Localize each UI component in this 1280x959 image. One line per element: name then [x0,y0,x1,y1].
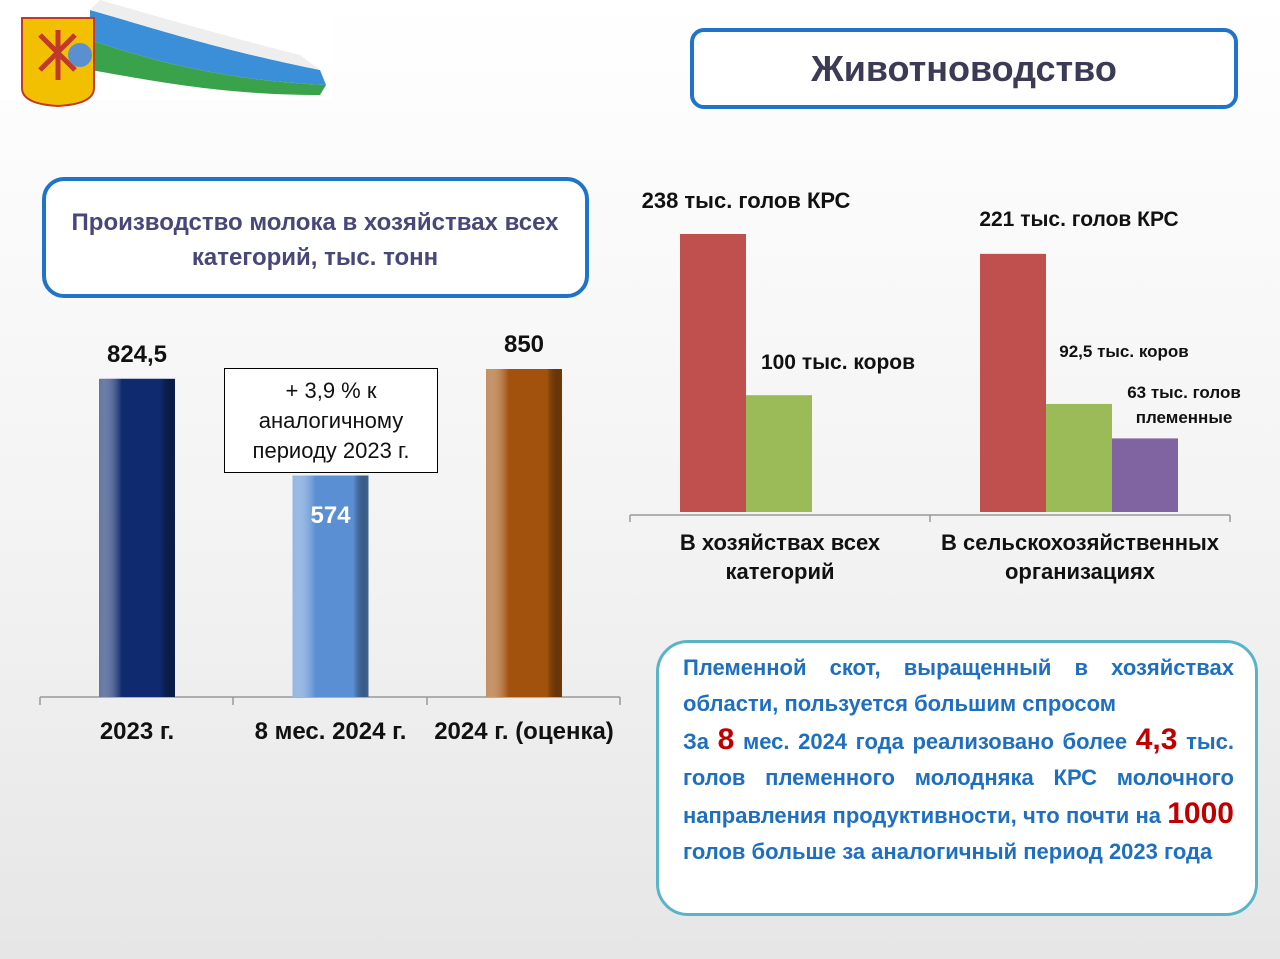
bar [680,234,746,512]
info-text-part: голов больше за аналогичный период 2023 … [683,839,1213,864]
value-label: 850 [503,331,545,358]
annotation: + 3,9 % к аналогичному периоду 2023 г. [252,378,410,463]
x-tick-label: В хозяйствах всех категорий [679,530,881,584]
value-label: 824,5 [106,340,168,368]
info-paragraph: Племенной скот, выращенный в хозяйствах … [683,655,1234,716]
chart-title-box [42,177,589,298]
title-box [690,28,1238,109]
bar-shade [99,378,175,697]
info-box [656,640,1258,916]
annotation-box [224,368,438,473]
chart-title: Производство молока в хозяйствах всех ка… [71,209,559,271]
highlight-number: 1000 [1167,797,1234,830]
highlight-number: 4,3 [1135,723,1178,756]
info-text-part: За [683,729,710,754]
bar-shade [292,475,369,697]
slide-title: Животноводство [811,48,1117,89]
bar [746,395,812,512]
highlight-number: 8 [717,723,735,756]
bar [1046,403,1112,512]
info-text-part: тыс. голов племенного молодняка КРС моло… [683,729,1234,828]
x-tick-label: В сельскохозяйственных организациях [940,530,1220,584]
info-text: Племенной скот, выращенный в хозяйствах … [683,650,1234,870]
bar-shade [486,369,562,697]
data-label: 100 тыс. коров [760,351,916,375]
info-paragraph: За 8 мес. 2024 года реализовано более 4,… [683,722,1234,870]
bar [1112,438,1178,512]
x-tick-label: 8 мес. 2024 г. [254,718,407,745]
data-label: 63 тыс. голов племенные [1127,383,1241,428]
data-label: 238 тыс. голов КРС [641,188,851,213]
logo [0,0,332,108]
bar [980,253,1046,512]
info-text-part: мес. 2024 года реализовано более [742,729,1128,754]
x-tick-label: 2023 г. [99,718,175,745]
data-label: 221 тыс. голов КРС [979,207,1179,231]
value-label: 574 [310,501,351,529]
x-tick-label: 2024 г. (оценка) [434,718,614,745]
data-label: 92,5 тыс. коров [1059,341,1189,361]
